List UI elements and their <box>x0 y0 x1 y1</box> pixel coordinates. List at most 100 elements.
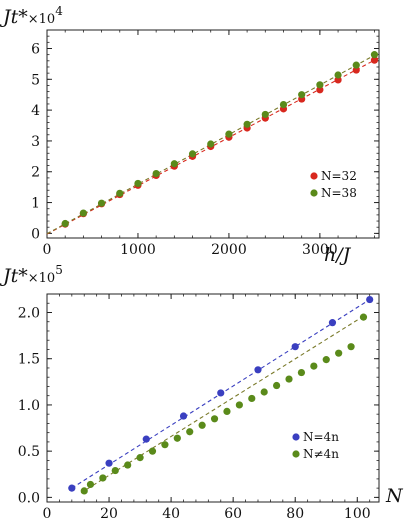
x-tick-label: 60 <box>224 506 242 522</box>
data-point <box>198 421 206 429</box>
data-point <box>142 435 150 443</box>
y-tick-label: 0.0 <box>18 490 40 506</box>
legend-label: N=4n <box>303 430 339 444</box>
data-point <box>61 219 69 228</box>
data-point <box>243 120 251 128</box>
data-point <box>217 389 225 397</box>
data-point <box>161 441 169 449</box>
y-tick-label: 3 <box>31 134 40 150</box>
data-point <box>335 349 343 357</box>
data-point <box>79 209 87 217</box>
data-point <box>359 313 368 321</box>
y-tick-label: 1.5 <box>18 352 40 368</box>
data-point <box>334 76 342 84</box>
data-point <box>260 388 268 396</box>
data-point <box>291 343 299 351</box>
data-point <box>111 466 119 475</box>
data-point <box>105 459 113 467</box>
data-point <box>279 100 288 109</box>
y-tick-label: 2 <box>31 165 40 181</box>
y-axis-title: Jt*×105 <box>0 263 63 287</box>
x-tick-label: 1000 <box>120 242 156 258</box>
data-point <box>179 412 188 420</box>
y-tick-label: 1.0 <box>18 398 40 414</box>
data-point <box>136 454 144 462</box>
data-point <box>86 480 95 489</box>
data-point <box>366 295 374 304</box>
data-point <box>99 474 107 482</box>
data-point <box>134 179 142 188</box>
data-point <box>297 368 306 377</box>
data-point <box>248 394 256 403</box>
chart-panel-1: 0 1000 2000 3000 0 1 2 3 4 5 6 Jt*×104 h/J N=32 N=38 <box>0 4 380 266</box>
data-point <box>352 61 360 69</box>
data-point <box>285 375 293 383</box>
y-axis-title: Jt*×104 <box>0 4 63 28</box>
data-point <box>254 366 262 374</box>
data-point <box>173 434 181 442</box>
data-point <box>347 343 355 351</box>
data-point <box>225 130 233 138</box>
data-point <box>210 415 219 423</box>
y-tick-label: 2.0 <box>18 305 40 321</box>
data-point <box>370 51 379 59</box>
x-tick-label: 0 <box>43 506 52 522</box>
data-point <box>334 71 342 79</box>
y-axis-title-times: ×10 <box>28 12 55 27</box>
x-tick-label: 80 <box>286 506 304 522</box>
data-point <box>186 428 194 436</box>
x-axis-title: N <box>385 485 404 507</box>
y-axis-title-times: ×10 <box>28 271 55 286</box>
y-axis-title-exponent: 5 <box>55 263 63 277</box>
plot-frame <box>46 293 380 503</box>
y-tick-label: 4 <box>31 103 40 119</box>
x-tick-label: 40 <box>162 506 180 522</box>
y-tick-label: 0.5 <box>18 444 40 460</box>
chart-panel-2: 0 20 40 60 80 100 0.0 0.5 1.0 1.5 2.0 Jt*×105 N N=4n N… <box>0 263 404 522</box>
legend-marker <box>292 450 300 458</box>
y-tick-label: 1 <box>31 196 40 212</box>
legend-marker <box>292 433 300 441</box>
data-point <box>68 484 76 492</box>
x-tick-label: 3000 <box>302 242 338 258</box>
fit-line <box>80 315 364 494</box>
data-point <box>322 356 330 364</box>
data-point <box>97 199 106 207</box>
legend-label: N≠4n <box>303 447 339 461</box>
legend-label: N=38 <box>321 186 357 200</box>
data-point <box>80 487 88 495</box>
y-tick-label: 5 <box>31 72 40 88</box>
y-tick-label: 6 <box>31 41 40 57</box>
x-tick-label: 20 <box>100 506 118 522</box>
data-point <box>235 401 243 409</box>
data-point <box>370 56 379 64</box>
data-point <box>223 407 231 416</box>
data-point <box>298 91 306 99</box>
legend-marker <box>310 172 318 180</box>
legend-marker <box>310 189 318 197</box>
data-point <box>170 160 178 168</box>
data-point <box>152 169 160 178</box>
x-tick-label: 2000 <box>211 242 247 258</box>
data-point <box>261 110 269 119</box>
x-axis-title: h/J <box>324 244 352 266</box>
legend-label: N=32 <box>321 169 357 183</box>
data-point <box>148 447 157 455</box>
data-point <box>273 381 281 390</box>
data-point <box>316 86 324 94</box>
data-point <box>188 150 197 158</box>
y-tick-label: 0 <box>31 226 40 242</box>
data-point <box>116 189 124 197</box>
data-point <box>207 140 215 148</box>
x-tick-label: 100 <box>344 506 371 522</box>
data-point <box>352 66 360 74</box>
data-point <box>124 461 132 469</box>
x-tick-label: 0 <box>43 242 52 258</box>
data-point <box>316 81 324 89</box>
data-point <box>328 319 337 327</box>
y-axis-title-exponent: 4 <box>55 4 63 18</box>
plot-frame <box>46 29 380 239</box>
data-point <box>310 362 318 370</box>
